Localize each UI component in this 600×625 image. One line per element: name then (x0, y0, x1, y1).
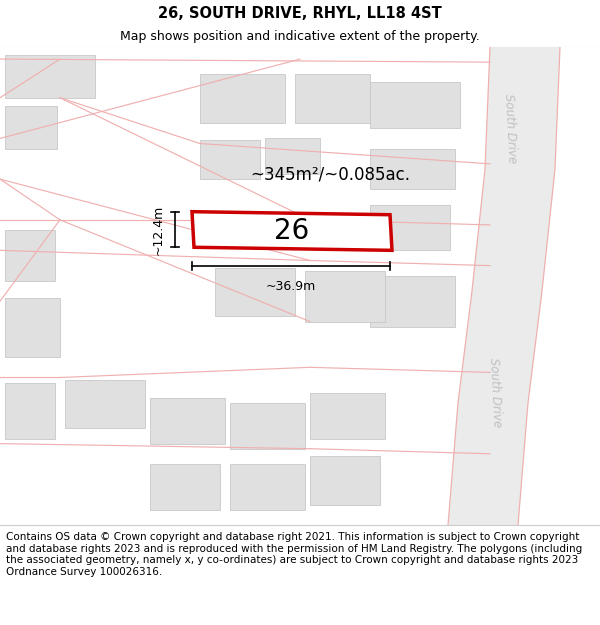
Bar (150, 398, 225, 444)
Bar (230, 464, 305, 510)
Text: ~12.4m: ~12.4m (152, 204, 165, 254)
Polygon shape (448, 47, 560, 525)
Text: South Drive: South Drive (502, 93, 518, 163)
Text: 26, SOUTH DRIVE, RHYL, LL18 4ST: 26, SOUTH DRIVE, RHYL, LL18 4ST (158, 6, 442, 21)
Bar (310, 456, 380, 504)
Text: 26: 26 (274, 217, 310, 245)
Bar (265, 138, 320, 174)
Bar (305, 271, 385, 321)
Bar (215, 268, 295, 316)
Bar (5, 106, 57, 149)
Bar (310, 392, 385, 439)
Bar (230, 403, 305, 449)
Bar (150, 464, 220, 510)
Bar (370, 204, 450, 251)
Text: Contains OS data © Crown copyright and database right 2021. This information is : Contains OS data © Crown copyright and d… (6, 532, 582, 577)
Text: Map shows position and indicative extent of the property.: Map shows position and indicative extent… (120, 30, 480, 43)
Bar (200, 74, 285, 123)
Bar (370, 82, 460, 128)
Text: ~36.9m: ~36.9m (266, 280, 316, 293)
Bar (65, 379, 145, 428)
Bar (5, 298, 60, 357)
Bar (370, 149, 455, 189)
Bar (200, 141, 260, 179)
Text: ~345m²/~0.085ac.: ~345m²/~0.085ac. (250, 165, 410, 183)
Bar (370, 276, 455, 327)
Text: South Drive: South Drive (487, 357, 503, 428)
Polygon shape (192, 212, 392, 251)
Bar (5, 230, 55, 281)
Bar (5, 382, 55, 439)
Bar (295, 74, 370, 123)
Bar (5, 55, 95, 98)
